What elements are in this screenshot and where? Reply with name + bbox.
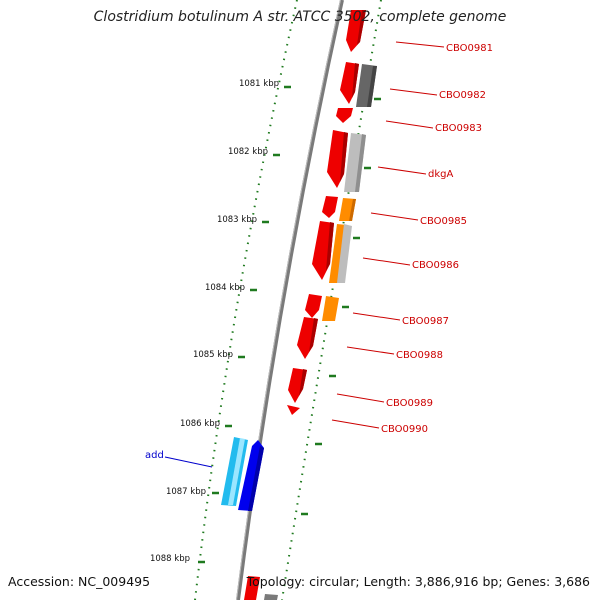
genome-backbone-highlight <box>236 0 341 600</box>
gene-add-b[interactable] <box>238 440 264 511</box>
gene-cbo0988-shade <box>309 318 318 352</box>
gene-cbo0982-b-shade <box>367 66 377 107</box>
tick-label: 1083 kbp <box>217 215 257 225</box>
major-ticks <box>198 85 381 564</box>
gene-cbo0985[interactable] <box>322 196 338 218</box>
tick-label: 1088 kbp <box>150 554 190 564</box>
gene-dkga-b-shade <box>355 134 366 192</box>
gene-dkga-shade <box>340 132 348 182</box>
gene-cbo0986-c[interactable] <box>337 224 352 283</box>
leader-dkga <box>377 166 427 175</box>
gene-label-cbo0988[interactable]: CBO0988 <box>396 350 443 361</box>
gene-label-cbo0985[interactable]: CBO0985 <box>420 216 467 227</box>
gene-label-cbo0983[interactable]: CBO0983 <box>435 123 482 134</box>
tick-label: 1087 kbp <box>166 487 206 497</box>
gene-label-group: CBO0981 CBO0982 CBO0983 dkgA CBO0985 CBO… <box>145 43 493 461</box>
tick-label: 1084 kbp <box>205 283 245 293</box>
gene-cbo0990[interactable] <box>287 405 300 415</box>
gene-label-cbo0981[interactable]: CBO0981 <box>446 43 493 54</box>
gene-cbo0986-shade <box>326 222 334 271</box>
gene-label-cbo0987[interactable]: CBO0987 <box>402 316 449 327</box>
leader-cbo0988 <box>346 346 395 355</box>
leader-cbo0985 <box>370 212 419 221</box>
ruler-labels: 1081 kbp 1082 kbp 1083 kbp 1084 kbp 1085… <box>150 79 279 564</box>
gene-cbo0983[interactable] <box>336 108 353 123</box>
leader-cbo0982 <box>389 88 438 96</box>
map-title: Clostridium botulinum A str. ATCC 3502, … <box>93 9 507 25</box>
leader-cbo0986 <box>362 257 411 266</box>
label-leaders <box>164 41 445 468</box>
genome-backbone <box>236 0 344 600</box>
gene-cbo0982-shade <box>352 63 359 98</box>
leader-add <box>164 456 213 468</box>
gene-cbo0981-shade <box>357 10 366 45</box>
gene-cbo0989-shade <box>299 369 307 396</box>
leader-cbo0987 <box>352 312 401 321</box>
gene-label-add[interactable]: add <box>145 450 164 461</box>
tick-label: 1081 kbp <box>239 79 279 89</box>
gene-partial-bottom-b <box>264 594 278 600</box>
gene-label-dkga[interactable]: dkgA <box>428 169 453 180</box>
gene-add-b-shade <box>248 446 264 511</box>
leader-cbo0983 <box>385 120 434 129</box>
gene-label-cbo0982[interactable]: CBO0982 <box>439 90 486 101</box>
accession-text: Accession: NC_009495 <box>8 574 151 589</box>
gene-cbo0987[interactable] <box>305 294 322 318</box>
tick-label: 1085 kbp <box>193 350 233 360</box>
tick-label: 1086 kbp <box>180 419 220 429</box>
gene-features <box>221 10 377 600</box>
gene-cbo0987-b[interactable] <box>322 296 339 321</box>
tick-label: 1082 kbp <box>228 147 268 157</box>
leader-cbo0989 <box>336 393 385 403</box>
gene-cbo0985-b-shade <box>349 199 356 221</box>
gene-label-cbo0986[interactable]: CBO0986 <box>412 260 459 271</box>
leader-cbo0990 <box>331 419 380 429</box>
gene-partial-bottom <box>244 576 260 600</box>
gene-add-highlight <box>228 438 245 505</box>
leader-cbo0981 <box>395 41 445 48</box>
topology-text: Topology: circular; Length: 3,886,916 bp… <box>246 574 590 589</box>
gene-label-cbo0989[interactable]: CBO0989 <box>386 398 433 409</box>
gene-label-cbo0990[interactable]: CBO0990 <box>381 424 428 435</box>
